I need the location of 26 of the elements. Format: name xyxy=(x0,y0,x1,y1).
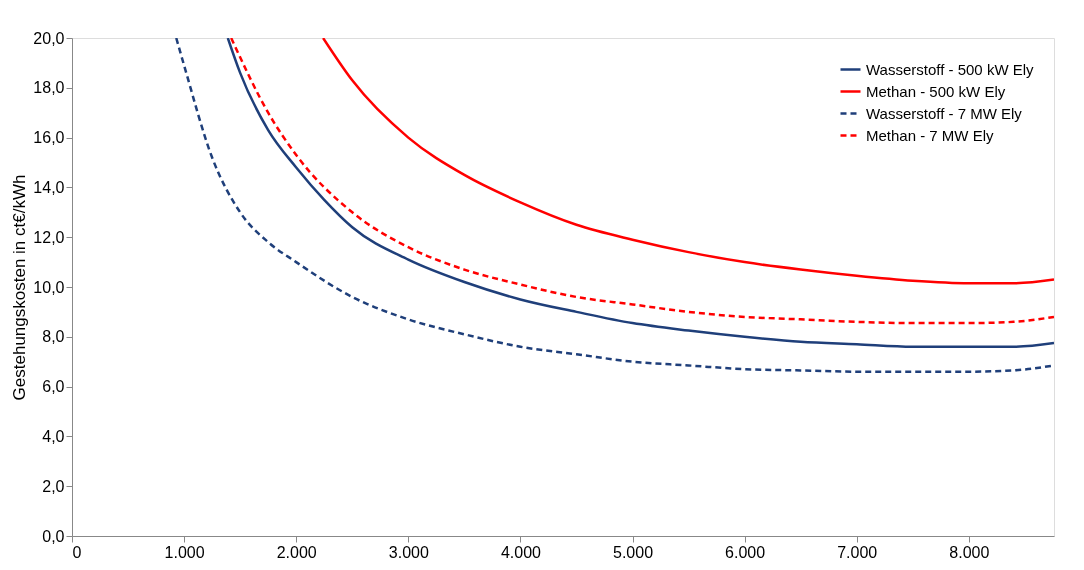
y-tick-label: 10,0 xyxy=(33,278,65,296)
x-tick-label: 1.000 xyxy=(164,543,205,561)
x-tick-label: 3.000 xyxy=(388,543,429,561)
y-tick-label: 12,0 xyxy=(33,228,65,246)
y-tick-label: 16,0 xyxy=(33,129,65,147)
y-tick-label: 4,0 xyxy=(42,427,65,445)
y-tick-label: 14,0 xyxy=(33,178,65,196)
legend-label: Wasserstoff - 7 MW Ely xyxy=(866,104,1023,122)
y-axis-title: Gestehungskosten in ct€/kWh xyxy=(10,174,30,401)
y-tick-label: 2,0 xyxy=(42,477,65,495)
y-tick-label: 8,0 xyxy=(42,328,65,346)
y-tick-label: 0,0 xyxy=(42,527,65,545)
line-series xyxy=(321,38,1054,285)
legend-label: Methan - 500 kW Ely xyxy=(866,82,1006,100)
x-tick-label: 2.000 xyxy=(276,543,317,561)
x-tick-label: 4.000 xyxy=(500,543,542,561)
legend-label: Wasserstoff - 500 kW Ely xyxy=(866,60,1035,78)
x-tick-label: 8.000 xyxy=(949,543,990,561)
x-tick-label: 6.000 xyxy=(725,543,766,561)
x-tick-label: 7.000 xyxy=(837,543,878,561)
x-tick-label: 0 xyxy=(72,543,82,561)
y-tick-label: 18,0 xyxy=(33,79,65,97)
y-tick-label: 6,0 xyxy=(42,378,65,396)
x-tick-label: 5.000 xyxy=(612,543,654,561)
legend-label: Methan - 7 MW Ely xyxy=(866,126,995,144)
y-tick-label: 20,0 xyxy=(33,29,65,47)
